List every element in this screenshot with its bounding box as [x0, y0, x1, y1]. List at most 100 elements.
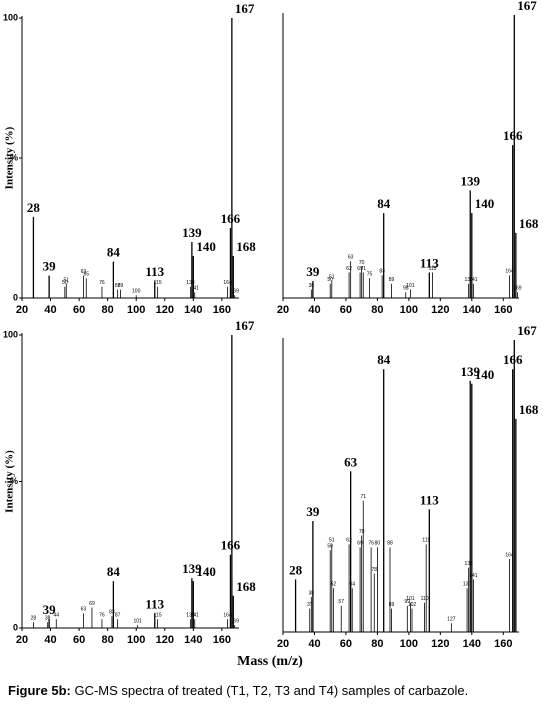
- peak-label: 71: [360, 494, 366, 500]
- x-tick-label: 60: [340, 638, 352, 650]
- peak-label: 140: [475, 196, 495, 211]
- peak-label: 89: [389, 277, 395, 283]
- peak-label: 167: [235, 318, 255, 333]
- peak-label: 139: [460, 173, 480, 188]
- peak-label: 99: [405, 599, 411, 605]
- peak-label: 127: [447, 617, 456, 623]
- x-tick-label: 160: [213, 304, 231, 316]
- peak-label: 69: [357, 541, 363, 547]
- peak-label: 76: [99, 613, 105, 619]
- x-tick-label: 40: [308, 638, 320, 650]
- peak-label: 84: [377, 352, 391, 367]
- peak-label: 115: [154, 280, 162, 286]
- x-tick-label: 100: [400, 304, 418, 316]
- peak-label: 140: [475, 367, 495, 382]
- peak-label: 164: [223, 280, 232, 286]
- peak-label: 84: [107, 564, 121, 579]
- peak-label: 50: [327, 544, 333, 550]
- peak-label: 102: [408, 602, 417, 608]
- peak-label: 168: [519, 402, 539, 417]
- peak-label: 166: [503, 352, 523, 367]
- peak-label: 78: [371, 567, 377, 573]
- y-tick-label: 100: [3, 329, 18, 339]
- peak-label: 139: [182, 225, 202, 240]
- peak-label: 88: [387, 541, 393, 547]
- x-tick-label: 40: [44, 634, 56, 646]
- x-tick-label: 140: [184, 304, 202, 316]
- x-tick-label: 140: [463, 304, 481, 316]
- x-axis-label: Mass (m/z): [237, 654, 303, 669]
- peak-label: 63: [81, 607, 87, 613]
- peak-label: 70: [359, 260, 365, 266]
- peak-label: 141: [191, 613, 200, 619]
- x-tick-label: 160: [494, 638, 512, 650]
- peak-label: 169: [231, 618, 240, 624]
- peak-label: 168: [519, 216, 539, 231]
- peak-label: 141: [469, 573, 478, 579]
- peak-label: 87: [115, 613, 121, 619]
- peak-label: 76: [99, 280, 105, 286]
- peak-label: 65: [83, 272, 89, 278]
- peak-label: 63: [81, 269, 87, 275]
- peak-label: 51: [329, 538, 335, 544]
- y-tick-label: %: [10, 476, 18, 486]
- peak-label: 63: [344, 454, 358, 469]
- peak-label: 37: [307, 602, 313, 608]
- peak-label: 140: [196, 239, 216, 254]
- peak-label: 89: [389, 602, 395, 608]
- peak-label: 169: [513, 286, 522, 292]
- peak-label: 51: [329, 274, 335, 280]
- peak-label: 38: [309, 590, 315, 596]
- peak-label: 138: [186, 613, 195, 619]
- peak-label: 69: [357, 266, 363, 272]
- peak-label: 113: [420, 256, 439, 271]
- peak-label: 83: [379, 269, 385, 275]
- peak-label: 115: [154, 613, 162, 619]
- x-tick-label: 120: [431, 638, 449, 650]
- peak-label: 28: [289, 562, 303, 577]
- peak-label: 57: [338, 599, 344, 605]
- x-tick-label: 100: [127, 304, 145, 316]
- peak-label: 44: [53, 613, 59, 619]
- peak-label: 164: [505, 269, 514, 275]
- x-tick-label: 20: [277, 638, 289, 650]
- peak-label: 75: [367, 272, 373, 278]
- x-tick-label: 60: [73, 304, 85, 316]
- peak-label: 39: [306, 504, 320, 519]
- peak-label: 38: [45, 615, 51, 621]
- x-tick-label: 140: [463, 638, 481, 650]
- peak-label: 101: [133, 618, 142, 624]
- peak-label: 168: [236, 239, 256, 254]
- peak-label: 113: [420, 492, 439, 507]
- peak-label: 167: [235, 1, 255, 16]
- peak-label: 84: [107, 245, 121, 260]
- peak-label: 167: [517, 323, 537, 338]
- peak-label: 80: [375, 541, 381, 547]
- peak-label: 28: [31, 615, 37, 621]
- peak-label: 38: [309, 283, 315, 289]
- peak-label: 139: [182, 561, 202, 576]
- peak-label: 50: [327, 277, 333, 283]
- peak-label: 70: [359, 529, 365, 535]
- chart: Mass (m/z) 20 40 60 80 100 120 140 160 0% 100 Inte…: [3, 0, 539, 669]
- peak-label: 50: [62, 280, 68, 286]
- peak-label: 111: [422, 538, 430, 544]
- peak-label: 101: [406, 596, 415, 602]
- peak-label: 69: [89, 601, 95, 607]
- x-tick-label: 120: [431, 304, 449, 316]
- y-tick-label: 100: [3, 12, 18, 22]
- x-tick-label: 100: [400, 638, 418, 650]
- peak-label: 115: [428, 266, 436, 272]
- peak-label: 169: [231, 289, 240, 295]
- peak-label: 76: [368, 541, 374, 547]
- peak-label: 28: [27, 200, 41, 215]
- peak-label: 167: [517, 0, 537, 13]
- peak-label: 98: [403, 286, 409, 292]
- peak-label: 51: [63, 277, 69, 283]
- peak-label: 83: [109, 610, 115, 616]
- peak-label: 166: [503, 128, 523, 143]
- peak-label: 164: [223, 613, 232, 619]
- x-tick-label: 80: [102, 634, 114, 646]
